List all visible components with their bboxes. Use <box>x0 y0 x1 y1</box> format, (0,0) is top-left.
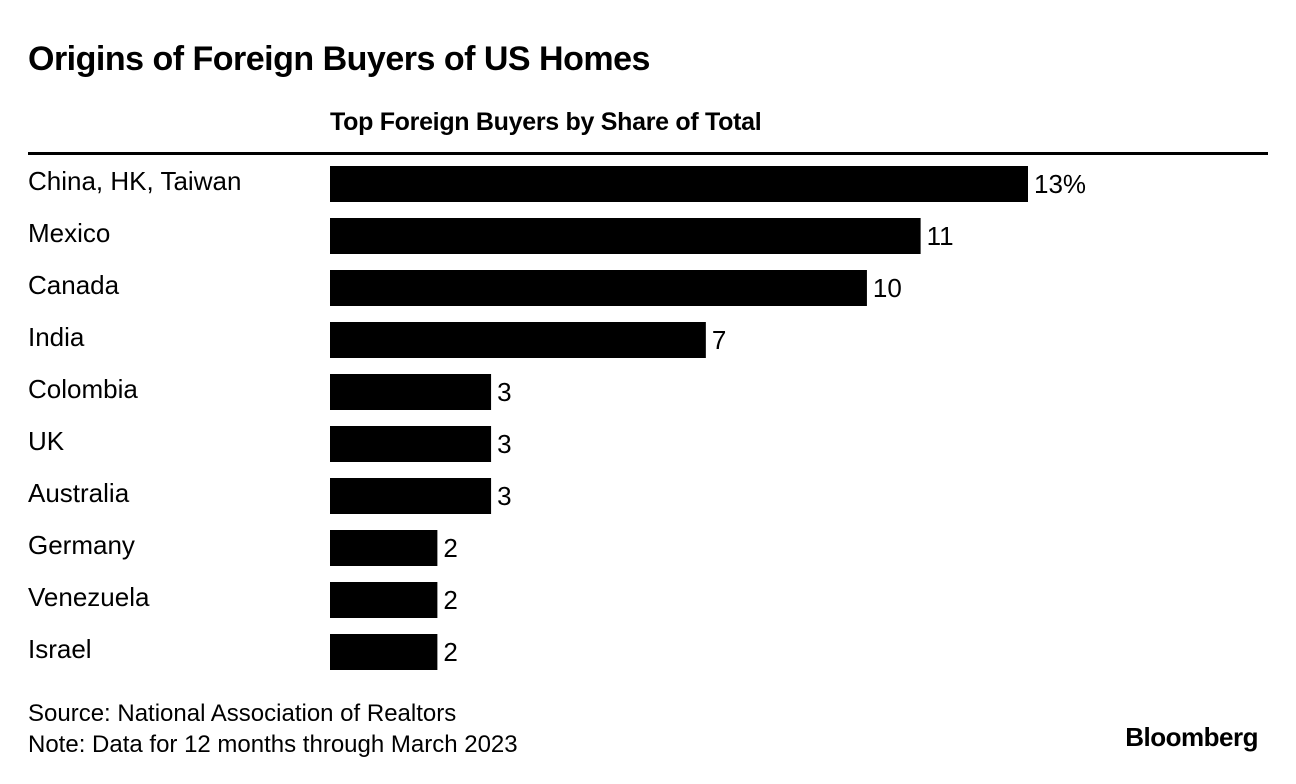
data-label: 2 <box>443 585 457 615</box>
bar <box>330 478 492 514</box>
data-label: 2 <box>443 533 457 563</box>
bar <box>330 218 921 254</box>
category-label: UK <box>28 426 65 456</box>
data-label: 3 <box>497 429 511 459</box>
data-label: 7 <box>712 325 726 355</box>
bar-chart: China, HK, Taiwan 13% Mexico 11 Canada 10 Indi… <box>28 166 1086 670</box>
bar <box>330 322 706 358</box>
data-note: Note: Data for 12 months through March 2… <box>28 731 518 758</box>
bar <box>330 426 492 462</box>
category-label: Germany <box>28 530 135 560</box>
category-label: Canada <box>28 270 120 300</box>
chart-title: Origins of Foreign Buyers of US Homes <box>28 40 650 78</box>
header-rule <box>28 152 1268 155</box>
chart-subtitle: Top Foreign Buyers by Share of Total <box>330 108 762 136</box>
bloomberg-logo: Bloomberg <box>1125 722 1258 752</box>
category-label: Australia <box>28 478 130 508</box>
bar <box>330 582 438 618</box>
category-label: Venezuela <box>28 582 150 612</box>
category-label: Israel <box>28 634 92 664</box>
data-label: 11 <box>927 221 954 251</box>
data-label: 10 <box>873 273 902 303</box>
source-note: Source: National Association of Realtors <box>28 700 457 727</box>
bar <box>330 530 438 566</box>
bar <box>330 166 1028 202</box>
category-label: India <box>28 322 85 352</box>
bar <box>330 270 867 306</box>
bar <box>330 634 438 670</box>
data-label: 3 <box>497 481 511 511</box>
category-label: Colombia <box>28 374 138 404</box>
data-label: 2 <box>443 637 457 667</box>
category-label: China, HK, Taiwan <box>28 166 241 196</box>
category-label: Mexico <box>28 218 110 248</box>
data-label: 13% <box>1034 169 1086 199</box>
bar <box>330 374 492 410</box>
data-label: 3 <box>497 377 511 407</box>
